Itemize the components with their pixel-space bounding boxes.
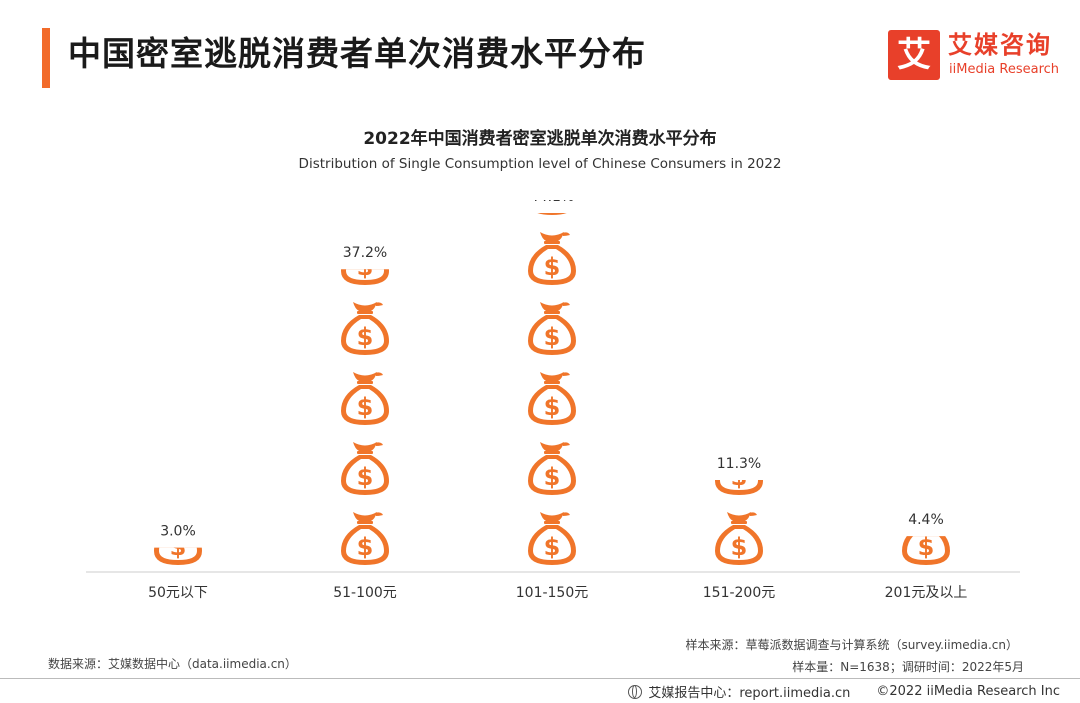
footer-bottom: 艾媒报告中心：report.iimedia.cn ©2022 iiMedia R… (628, 682, 1060, 701)
money-bag-icon (528, 512, 576, 565)
bar-3 (528, 213, 576, 565)
value-label: 4.4% (908, 512, 944, 528)
value-label: 3.0% (160, 524, 196, 540)
globe-icon (628, 684, 643, 699)
bar-2 (341, 269, 389, 565)
money-bag-icon (341, 512, 389, 565)
report-center-link[interactable]: 艾媒报告中心：report.iimedia.cn (648, 686, 851, 701)
money-bag-icon (341, 372, 389, 425)
money-bag-icon (341, 442, 389, 495)
money-bag-icon (528, 372, 576, 425)
category-label: 50元以下 (148, 585, 208, 601)
footer-divider (0, 678, 1080, 679)
category-label: 101-150元 (516, 585, 589, 601)
category-label: 51-100元 (333, 585, 397, 601)
logo-mark: 艾 (888, 30, 940, 80)
data-source: 数据来源：艾媒数据中心（data.iimedia.cn） (48, 657, 297, 671)
category-label: 201元及以上 (885, 585, 968, 601)
pictogram-bar-chart: $ 3.0%50元以下37.2%51-100元44.1%101-150元11.3… (86, 200, 1020, 601)
brand-logo: 艾 艾媒咨询 iiMedia Research (888, 30, 1068, 82)
copyright: ©2022 iiMedia Research Inc (876, 684, 1060, 699)
logo-chinese-name: 艾媒咨询 (948, 31, 1052, 59)
value-label: 11.3% (717, 456, 761, 472)
money-bag-icon (341, 302, 389, 355)
category-label: 151-200元 (703, 585, 776, 601)
chart-title: 2022年中国消费者密室逃脱单次消费水平分布 (363, 129, 717, 149)
value-label: 44.1% (530, 200, 574, 205)
page-title: 中国密室逃脱消费者单次消费水平分布 (68, 34, 646, 73)
sample-source: 样本来源：草莓派数据调查与计算系统（survey.iimedia.cn） (685, 638, 1018, 652)
money-bag-icon (528, 442, 576, 495)
money-bag-icon (528, 302, 576, 355)
title-accent-bar (42, 28, 50, 88)
chart-subtitle: Distribution of Single Consumption level… (298, 156, 782, 172)
logo-english-name: iiMedia Research (949, 62, 1060, 77)
value-label: 37.2% (343, 245, 387, 261)
money-bag-icon (528, 232, 576, 285)
sample-info: 样本量：N=1638；调研时间：2022年5月 (792, 660, 1024, 674)
money-bag-icon (715, 512, 763, 565)
